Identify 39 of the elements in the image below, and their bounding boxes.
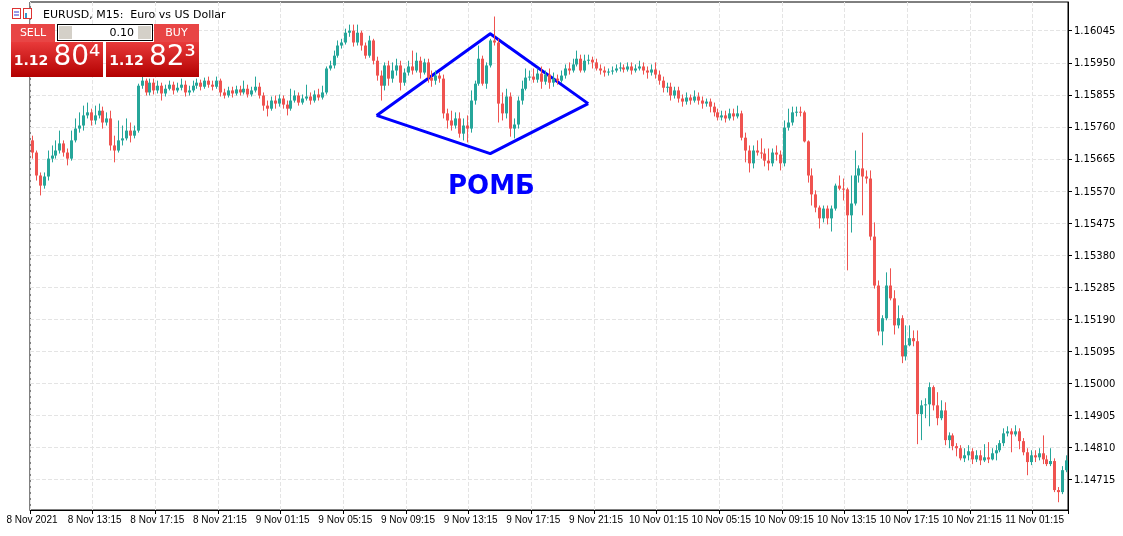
x-tick-label: 10 Nov 05:15 xyxy=(691,513,752,525)
x-tick-label: 8 Nov 17:15 xyxy=(130,513,185,525)
y-tick-label: 1.15190 xyxy=(1074,313,1116,325)
x-tick-label: 10 Nov 21:15 xyxy=(942,513,1003,525)
x-tick-label: 9 Nov 09:15 xyxy=(381,513,436,525)
y-tick-label: 1.14715 xyxy=(1074,474,1116,486)
x-tick-label: 9 Nov 05:15 xyxy=(318,513,373,525)
text: EURUSD, M15: Euro vs US Dollar xyxy=(43,8,227,21)
x-tick-label: 9 Nov 17:15 xyxy=(506,513,561,525)
annotation: BUY xyxy=(154,24,199,42)
x-tick-label: 8 Nov 2021 xyxy=(6,513,58,525)
y-tick-label: 1.15000 xyxy=(1074,377,1116,389)
annotation: 0.10 xyxy=(109,26,134,39)
y-tick-label: 1.14810 xyxy=(1074,442,1116,454)
y-tick-label: 1.15285 xyxy=(1074,281,1116,293)
x-tick-label: 8 Nov 13:15 xyxy=(67,513,123,525)
y-tick-label: 1.15950 xyxy=(1074,57,1116,69)
y-tick-label: 1.14905 xyxy=(1074,409,1116,421)
x-tick-label: 9 Nov 01:15 xyxy=(255,513,311,525)
y-tick-label: 1.15380 xyxy=(1074,249,1116,261)
y-tick-label: 1.15570 xyxy=(1074,185,1116,197)
y-tick-label: 1.15760 xyxy=(1074,121,1116,133)
annotation: SELL xyxy=(11,24,55,42)
x-tick-label: 10 Nov 13:15 xyxy=(816,513,877,525)
annotation: РОМБ xyxy=(448,170,535,200)
x-tick-label: 10 Nov 09:15 xyxy=(754,513,815,525)
y-tick-label: 1.16045 xyxy=(1074,25,1116,37)
annotation: 1.12 80⁴ xyxy=(13,39,101,72)
y-tick-label: 1.15665 xyxy=(1074,153,1116,165)
x-tick-label: 11 Nov 01:15 xyxy=(1005,513,1065,525)
y-tick-label: 1.15475 xyxy=(1074,217,1116,229)
x-tick-label: 9 Nov 13:15 xyxy=(443,513,499,525)
x-tick-label: 10 Nov 17:15 xyxy=(879,513,940,525)
x-tick-label: 8 Nov 21:15 xyxy=(193,513,248,525)
y-tick-label: 1.15855 xyxy=(1074,89,1116,101)
x-tick-label: 9 Nov 21:15 xyxy=(569,513,624,525)
y-tick-label: 1.15095 xyxy=(1074,345,1116,357)
x-tick-label: 10 Nov 01:15 xyxy=(628,513,689,525)
annotation: 1.12 82³ xyxy=(109,39,196,72)
